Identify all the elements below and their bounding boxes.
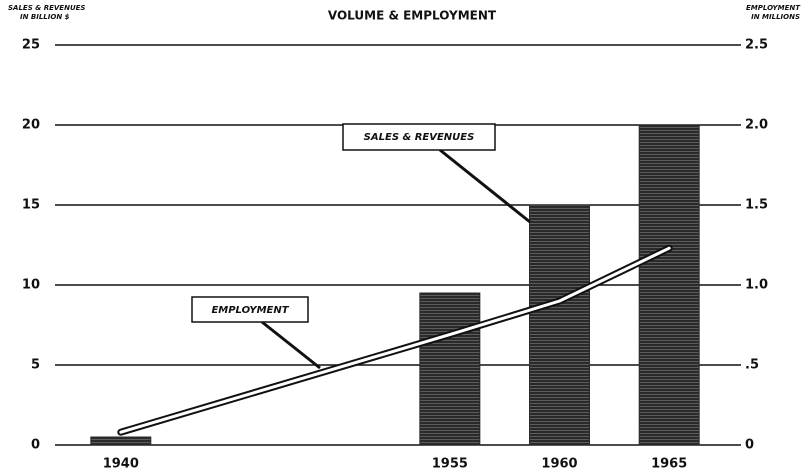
annotation: EMPLOYMENT [211, 305, 289, 316]
y-tick-label: 15 [22, 198, 40, 213]
annotations: SALES & REVENUES EMPLOYMENT [191, 123, 531, 370]
y-axis-label: IN BILLION $ [20, 13, 70, 21]
x-tick-label: 1965 [651, 457, 687, 472]
bar [638, 124, 700, 446]
y2-tick-label: 1.5 [745, 198, 768, 213]
bar [529, 204, 591, 446]
y-tick-label: 10 [22, 278, 40, 293]
y-axis-label: SALES & REVENUES [8, 4, 85, 12]
chart-title: VOLUME & EMPLOYMENT [328, 9, 497, 23]
y2-axis-label: IN MILLIONS [751, 13, 800, 21]
y2-tick-label: 2.0 [745, 118, 768, 133]
annotation: SALES & REVENUES [364, 132, 475, 143]
pointer [261, 320, 321, 370]
x-tick-label: 1940 [103, 457, 139, 472]
y2-tick-label: 0 [745, 438, 754, 453]
plot: 0 5 10 15 20 25 0 .5 1.0 1.5 2.0 2.5 1940 1955 1960 196… [22, 38, 768, 472]
bar [90, 436, 152, 446]
y-tick-label: 0 [31, 438, 40, 453]
bar [419, 292, 481, 446]
y2-tick-label: 2.5 [745, 38, 768, 53]
pointer [439, 148, 531, 224]
y2-axis-label: EMPLOYMENT [746, 4, 801, 12]
y-tick-label: 5 [31, 358, 40, 373]
annotation-box [342, 123, 496, 151]
y-tick-label: 20 [22, 118, 40, 133]
line [119, 246, 671, 434]
y2-tick-label: .5 [745, 358, 759, 373]
annotation-box [191, 296, 309, 323]
y-tick-label: 25 [22, 38, 40, 53]
y2-tick-label: 1.0 [745, 278, 768, 293]
x-tick-label: 1955 [432, 457, 468, 472]
x-tick-label: 1960 [541, 457, 577, 472]
